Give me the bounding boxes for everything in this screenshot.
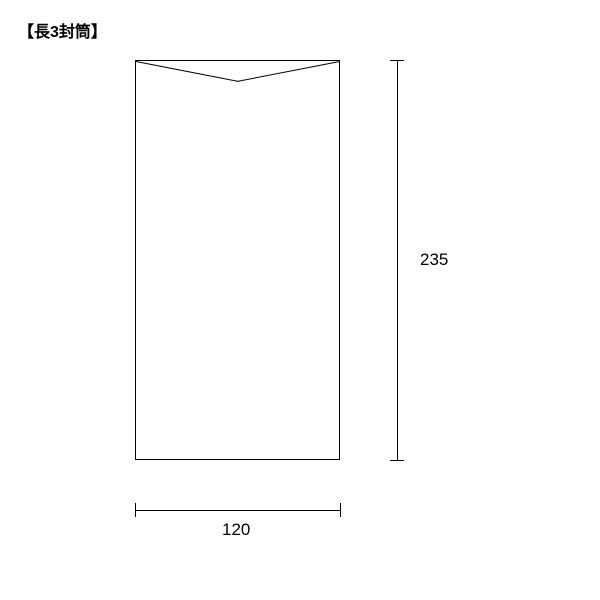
width-dimension-cap-right	[340, 503, 341, 517]
envelope-outline	[135, 60, 340, 460]
height-dimension-cap-top	[390, 60, 404, 61]
width-dimension-line	[135, 510, 340, 511]
envelope-flap-left	[136, 61, 239, 82]
width-dimension-label: 120	[222, 520, 250, 540]
height-dimension-label: 235	[420, 250, 448, 270]
height-dimension-cap-bottom	[390, 460, 404, 461]
envelope-flap-right	[236, 61, 339, 82]
width-dimension-cap-left	[135, 503, 136, 517]
diagram-title: 【長3封筒】	[18, 18, 107, 42]
height-dimension-line	[397, 60, 398, 460]
